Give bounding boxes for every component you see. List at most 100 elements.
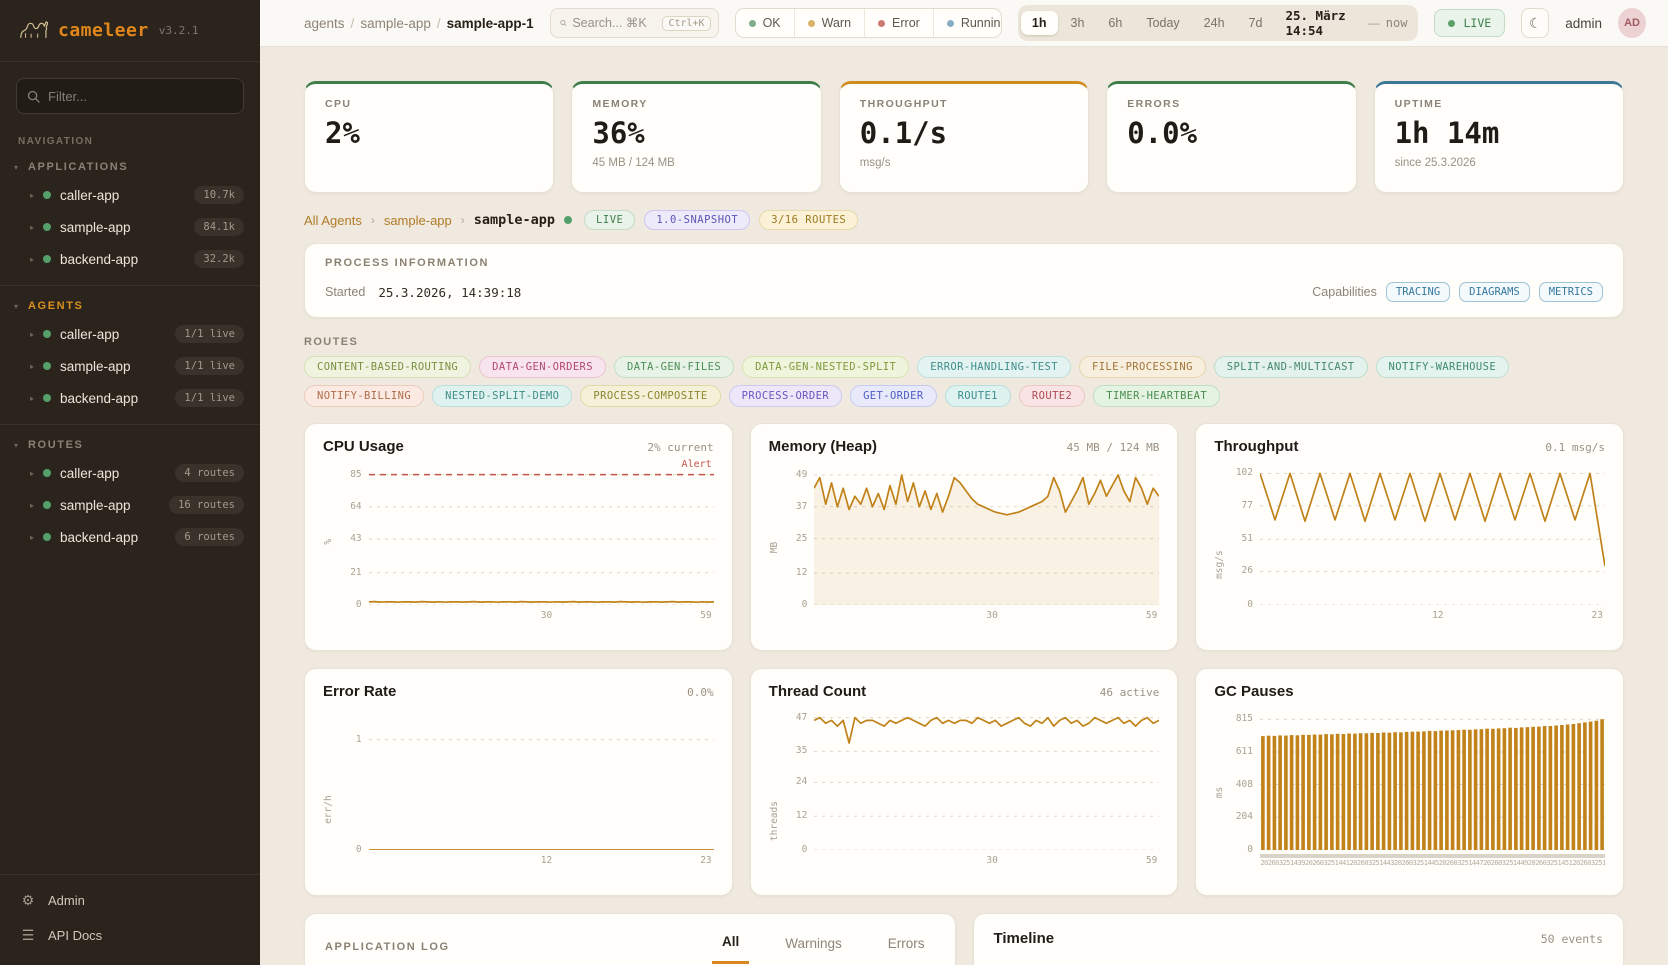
route-chip-split-and-multicast[interactable]: SPLIT-AND-MULTICAST [1214, 356, 1368, 378]
status-dot [43, 469, 51, 477]
sidebar-filter[interactable] [16, 78, 244, 114]
avatar[interactable]: AD [1618, 8, 1646, 38]
route-chip-process-composite[interactable]: PROCESS-COMPOSITE [580, 385, 720, 407]
x-tick-label: 30 [986, 610, 997, 621]
time-range-today[interactable]: Today [1135, 11, 1190, 35]
route-chip-content-based-routing[interactable]: CONTENT-BASED-ROUTING [304, 356, 471, 378]
status-dot [43, 255, 51, 263]
live-label: LIVE [1463, 16, 1491, 30]
y-tick-label: 0 [1247, 844, 1253, 855]
log-tab-all[interactable]: All [712, 930, 749, 964]
route-chip-route2[interactable]: ROUTE2 [1019, 385, 1085, 407]
route-chip-get-order[interactable]: GET-ORDER [850, 385, 937, 407]
time-range-6h[interactable]: 6h [1097, 11, 1133, 35]
route-chip-notify-billing[interactable]: NOTIFY-BILLING [304, 385, 424, 407]
theme-toggle-button[interactable]: ☾ [1521, 8, 1549, 38]
chart-title: Error Rate [323, 683, 396, 700]
item-badge: 1/1 live [175, 389, 244, 407]
live-status-dot [1448, 20, 1455, 27]
sidebar-item-agents-sample-app[interactable]: ▸sample-app1/1 live [0, 350, 260, 382]
y-axis-label: err/h [323, 712, 339, 850]
chevron-right-icon: ▸ [30, 469, 34, 478]
breadcrumb-separator: / [351, 16, 355, 31]
agent-status-dot [564, 216, 572, 224]
route-chip-data-gen-orders[interactable]: DATA-GEN-ORDERS [479, 356, 606, 378]
time-range-24h[interactable]: 24h [1193, 11, 1236, 35]
metric-value: 36% [592, 118, 800, 150]
metric-label: ERRORS [1127, 98, 1335, 110]
logo-row[interactable]: cameleer v3.2.1 [0, 0, 260, 62]
chart-plot: Alert [369, 467, 714, 605]
route-chip-route1[interactable]: ROUTE1 [945, 385, 1011, 407]
y-tick-label: 35 [796, 745, 807, 756]
y-axis-label: % [323, 467, 339, 605]
breadcrumb-agents[interactable]: agents [304, 16, 345, 31]
sample-app-link[interactable]: sample-app [384, 213, 452, 228]
route-chip-error-handling-test[interactable]: ERROR-HANDLING-TEST [917, 356, 1071, 378]
agent-badge-3-16-routes: 3/16 ROUTES [759, 210, 858, 230]
sidebar-item-agents-backend-app[interactable]: ▸ backend-app 1/1 live [0, 382, 260, 414]
item-label: backend-app [60, 252, 138, 267]
status-dot [43, 330, 51, 338]
sidebar-footer: ⚙ Admin ☰ API Docs [0, 874, 260, 965]
item-badge: 4 routes [175, 464, 244, 482]
item-label: caller-app [60, 327, 119, 342]
agent-badges: LIVE1.0-SNAPSHOT3/16 ROUTES [584, 210, 858, 230]
sidebar-item-agents-caller-app[interactable]: ▸caller-app1/1 live [0, 318, 260, 350]
section-header-routes[interactable]: ▾ROUTES [0, 429, 260, 457]
metric-label: MEMORY [592, 98, 800, 110]
y-axis-ticks: 8156114082040 [1230, 712, 1260, 850]
chart-card-throughput: Throughput0.1 msg/smsg/s10277512601223 [1195, 423, 1624, 651]
status-filter-label: Warn [822, 16, 851, 30]
section-header-agents[interactable]: ▾AGENTS [0, 290, 260, 318]
section-header-applications[interactable]: ▾APPLICATIONS [0, 151, 260, 179]
status-filter-error[interactable]: Error [864, 9, 933, 37]
capability-chip-diagrams: DIAGRAMS [1459, 282, 1530, 302]
sidebar-item-applications-caller-app[interactable]: ▸caller-app10.7k [0, 179, 260, 211]
x-tick-label: 30 [541, 610, 552, 621]
route-chip-data-gen-nested-split[interactable]: DATA-GEN-NESTED-SPLIT [742, 356, 909, 378]
search-input[interactable] [572, 16, 656, 30]
time-range-7d[interactable]: 7d [1238, 11, 1274, 35]
agent-header-row: All Agents › sample-app › sample-app LIV… [304, 209, 1624, 231]
log-tabs: All Warnings Errors [712, 930, 935, 964]
breadcrumb-sample-app[interactable]: sample-app [360, 16, 431, 31]
admin-link[interactable]: ⚙ Admin [0, 883, 260, 918]
time-range-1h[interactable]: 1h [1021, 11, 1058, 35]
route-chip-file-processing[interactable]: FILE-PROCESSING [1079, 356, 1206, 378]
sidebar-item-applications-sample-app[interactable]: ▸sample-app84.1k [0, 211, 260, 243]
metric-value: 0.1/s [860, 118, 1068, 150]
sidebar-item-routes-backend-app[interactable]: ▸backend-app6 routes [0, 521, 260, 553]
route-chip-process-order[interactable]: PROCESS-ORDER [729, 385, 842, 407]
route-chip-timer-heartbeat[interactable]: TIMER-HEARTBEAT [1093, 385, 1220, 407]
filter-input[interactable] [48, 89, 233, 104]
y-axis-label: MB [769, 467, 785, 605]
chart-plot [814, 712, 1159, 850]
chevron-right-icon: ▸ [30, 394, 34, 403]
date-range-separator: — [1368, 16, 1380, 30]
status-filter-running[interactable]: Running [933, 9, 1002, 37]
item-label: backend-app [60, 391, 138, 406]
metric-label: UPTIME [1395, 98, 1603, 110]
route-chip-notify-warehouse[interactable]: NOTIFY-WAREHOUSE [1376, 356, 1510, 378]
sidebar-item-routes-sample-app[interactable]: ▸sample-app16 routes [0, 489, 260, 521]
status-filter-warn[interactable]: Warn [794, 9, 864, 37]
sidebar-item-applications-backend-app[interactable]: ▸backend-app32.2k [0, 243, 260, 275]
time-range-3h[interactable]: 3h [1060, 11, 1096, 35]
route-chip-nested-split-demo[interactable]: NESTED-SPLIT-DEMO [432, 385, 572, 407]
status-dot [947, 20, 954, 27]
log-tab-errors[interactable]: Errors [878, 930, 935, 964]
global-search[interactable]: Ctrl+K [550, 8, 719, 38]
all-agents-link[interactable]: All Agents [304, 213, 362, 228]
chart-title: CPU Usage [323, 438, 404, 455]
y-tick-label: 21 [350, 567, 361, 578]
log-tab-warnings[interactable]: Warnings [775, 930, 852, 964]
status-filter-ok[interactable]: OK [736, 9, 794, 37]
route-chip-data-gen-files[interactable]: DATA-GEN-FILES [614, 356, 734, 378]
admin-label: Admin [48, 893, 85, 908]
api-docs-link[interactable]: ☰ API Docs [0, 918, 260, 953]
sidebar-item-routes-caller-app[interactable]: ▸caller-app4 routes [0, 457, 260, 489]
live-badge[interactable]: LIVE [1434, 9, 1505, 37]
status-dot [43, 191, 51, 199]
y-tick-label: 611 [1236, 746, 1253, 757]
